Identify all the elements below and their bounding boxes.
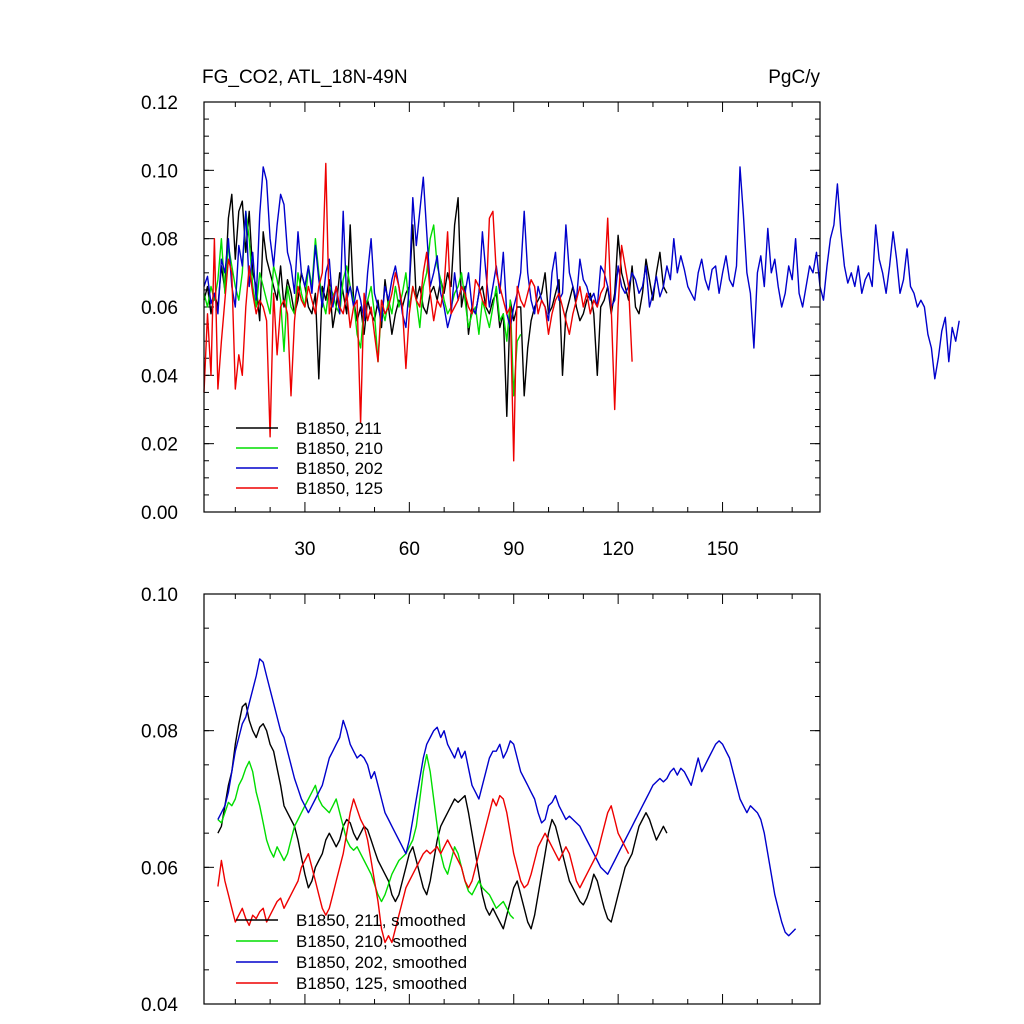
top-panel-series: [203, 162, 960, 462]
y-tick-label: 0.10: [141, 161, 178, 182]
legend-label: B1850, 211, smoothed: [296, 911, 466, 930]
bottom-panel-legend: B1850, 211, smoothed B1850, 210, smoothed…: [236, 911, 467, 993]
series-line-b1850-211-smoothed: [217, 702, 668, 930]
bottom-panel-series: [217, 658, 797, 944]
legend-label: B1850, 125: [296, 479, 383, 498]
top-panel-title: FG_CO2, ATL_18N-49N: [202, 67, 408, 88]
top-panel-ticks: 0.00 0.02 0.04 0.06 0.08 0.10 0.12 30 60 90 120 150: [141, 93, 820, 560]
legend-label: B1850, 202: [296, 459, 383, 478]
top-panel: FG_CO2, ATL_18N-49N PgC/y 0.000.020.040.…: [141, 67, 960, 560]
y-tick-label: 0.06: [141, 298, 178, 319]
legend-label: B1850, 125, smoothed: [296, 974, 467, 993]
series-line-b1850-202-smoothed: [217, 658, 797, 937]
x-tick-label: 30: [294, 539, 315, 560]
series-line-b1850-211: [203, 193, 668, 417]
y-tick-label: 0.04: [141, 995, 178, 1016]
y-tick-label: 0.02: [141, 435, 178, 456]
series-line-b1850-125-smoothed: [217, 794, 630, 944]
x-tick-label: 150: [707, 539, 739, 560]
y-tick-label: 0.10: [141, 585, 178, 606]
top-panel-units: PgC/y: [768, 67, 820, 88]
bottom-panel-frame: [203, 593, 821, 1005]
x-tick-label: 90: [503, 539, 524, 560]
series-line-b1850-210: [203, 210, 522, 397]
legend-label: B1850, 202, smoothed: [296, 953, 467, 972]
x-tick-label: 60: [399, 539, 420, 560]
series-line-b1850-125: [203, 162, 633, 462]
y-tick-label: 0.08: [141, 722, 178, 743]
x-tick-label: 120: [602, 539, 634, 560]
y-tick-label: 0.00: [141, 503, 178, 524]
y-tick-label: 0.08: [141, 230, 178, 251]
series-line-b1850-202: [203, 166, 960, 380]
y-tick-label: 0.06: [141, 858, 178, 879]
series-line-b1850-210-smoothed: [217, 753, 515, 920]
y-tick-label: 0.04: [141, 366, 178, 387]
bottom-panel: 0.040.060.080.10 B1850, 211, smoothedB18…: [141, 585, 821, 1016]
bottom-panel-ticks: 0.04 0.06 0.08 0.10: [141, 585, 820, 1016]
legend-label: B1850, 210, smoothed: [296, 932, 467, 951]
legend-label: B1850, 211: [296, 419, 382, 438]
y-tick-label: 0.12: [141, 93, 178, 114]
top-panel-frame: [203, 101, 821, 513]
legend-label: B1850, 210: [296, 439, 383, 458]
